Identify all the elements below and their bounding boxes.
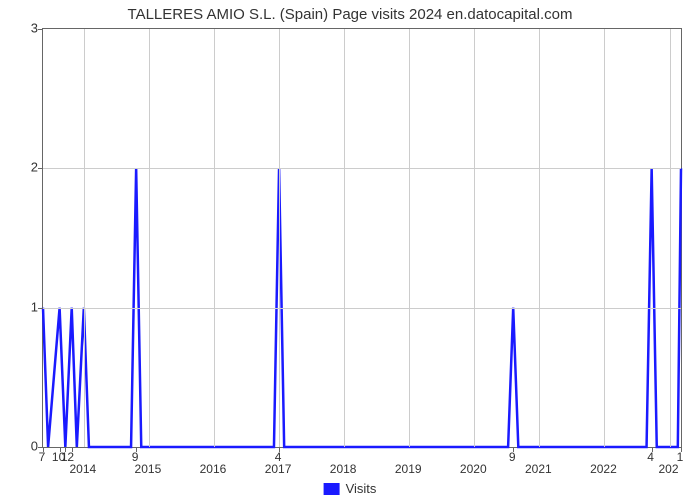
grid-line-v [214, 29, 215, 447]
y-tick-mark [38, 308, 43, 309]
x-year-label: 2016 [200, 462, 227, 476]
y-tick-label: 1 [8, 299, 38, 314]
grid-line-v [84, 29, 85, 447]
x-year-label: 2015 [135, 462, 162, 476]
grid-line-h [43, 308, 681, 309]
x-month-label: 9 [509, 450, 516, 464]
y-tick-label: 2 [8, 160, 38, 175]
y-tick-label: 0 [8, 439, 38, 454]
y-tick-mark [38, 29, 43, 30]
grid-line-v [539, 29, 540, 447]
x-year-label: 2018 [330, 462, 357, 476]
legend-swatch [324, 483, 340, 495]
visits-chart: TALLERES AMIO S.L. (Spain) Page visits 2… [0, 0, 700, 500]
grid-line-v [474, 29, 475, 447]
x-year-label: 2021 [525, 462, 552, 476]
grid-line-v [409, 29, 410, 447]
x-year-label: 2022 [590, 462, 617, 476]
grid-line-v [344, 29, 345, 447]
line-series [43, 29, 681, 447]
grid-line-v [670, 29, 671, 447]
grid-line-v [604, 29, 605, 447]
y-tick-label: 3 [8, 21, 38, 36]
grid-line-v [279, 29, 280, 447]
x-year-label: 2020 [460, 462, 487, 476]
y-tick-mark [38, 168, 43, 169]
legend: Visits [324, 481, 377, 496]
x-month-label: 7 [39, 450, 46, 464]
chart-title: TALLERES AMIO S.L. (Spain) Page visits 2… [0, 6, 700, 23]
plot-area [42, 28, 682, 448]
x-year-label: 202 [659, 462, 679, 476]
grid-line-h [43, 168, 681, 169]
x-year-label: 2014 [69, 462, 96, 476]
legend-label: Visits [346, 481, 377, 496]
grid-line-v [149, 29, 150, 447]
x-month-label: 4 [647, 450, 654, 464]
x-year-label: 2017 [265, 462, 292, 476]
x-year-label: 2019 [395, 462, 422, 476]
